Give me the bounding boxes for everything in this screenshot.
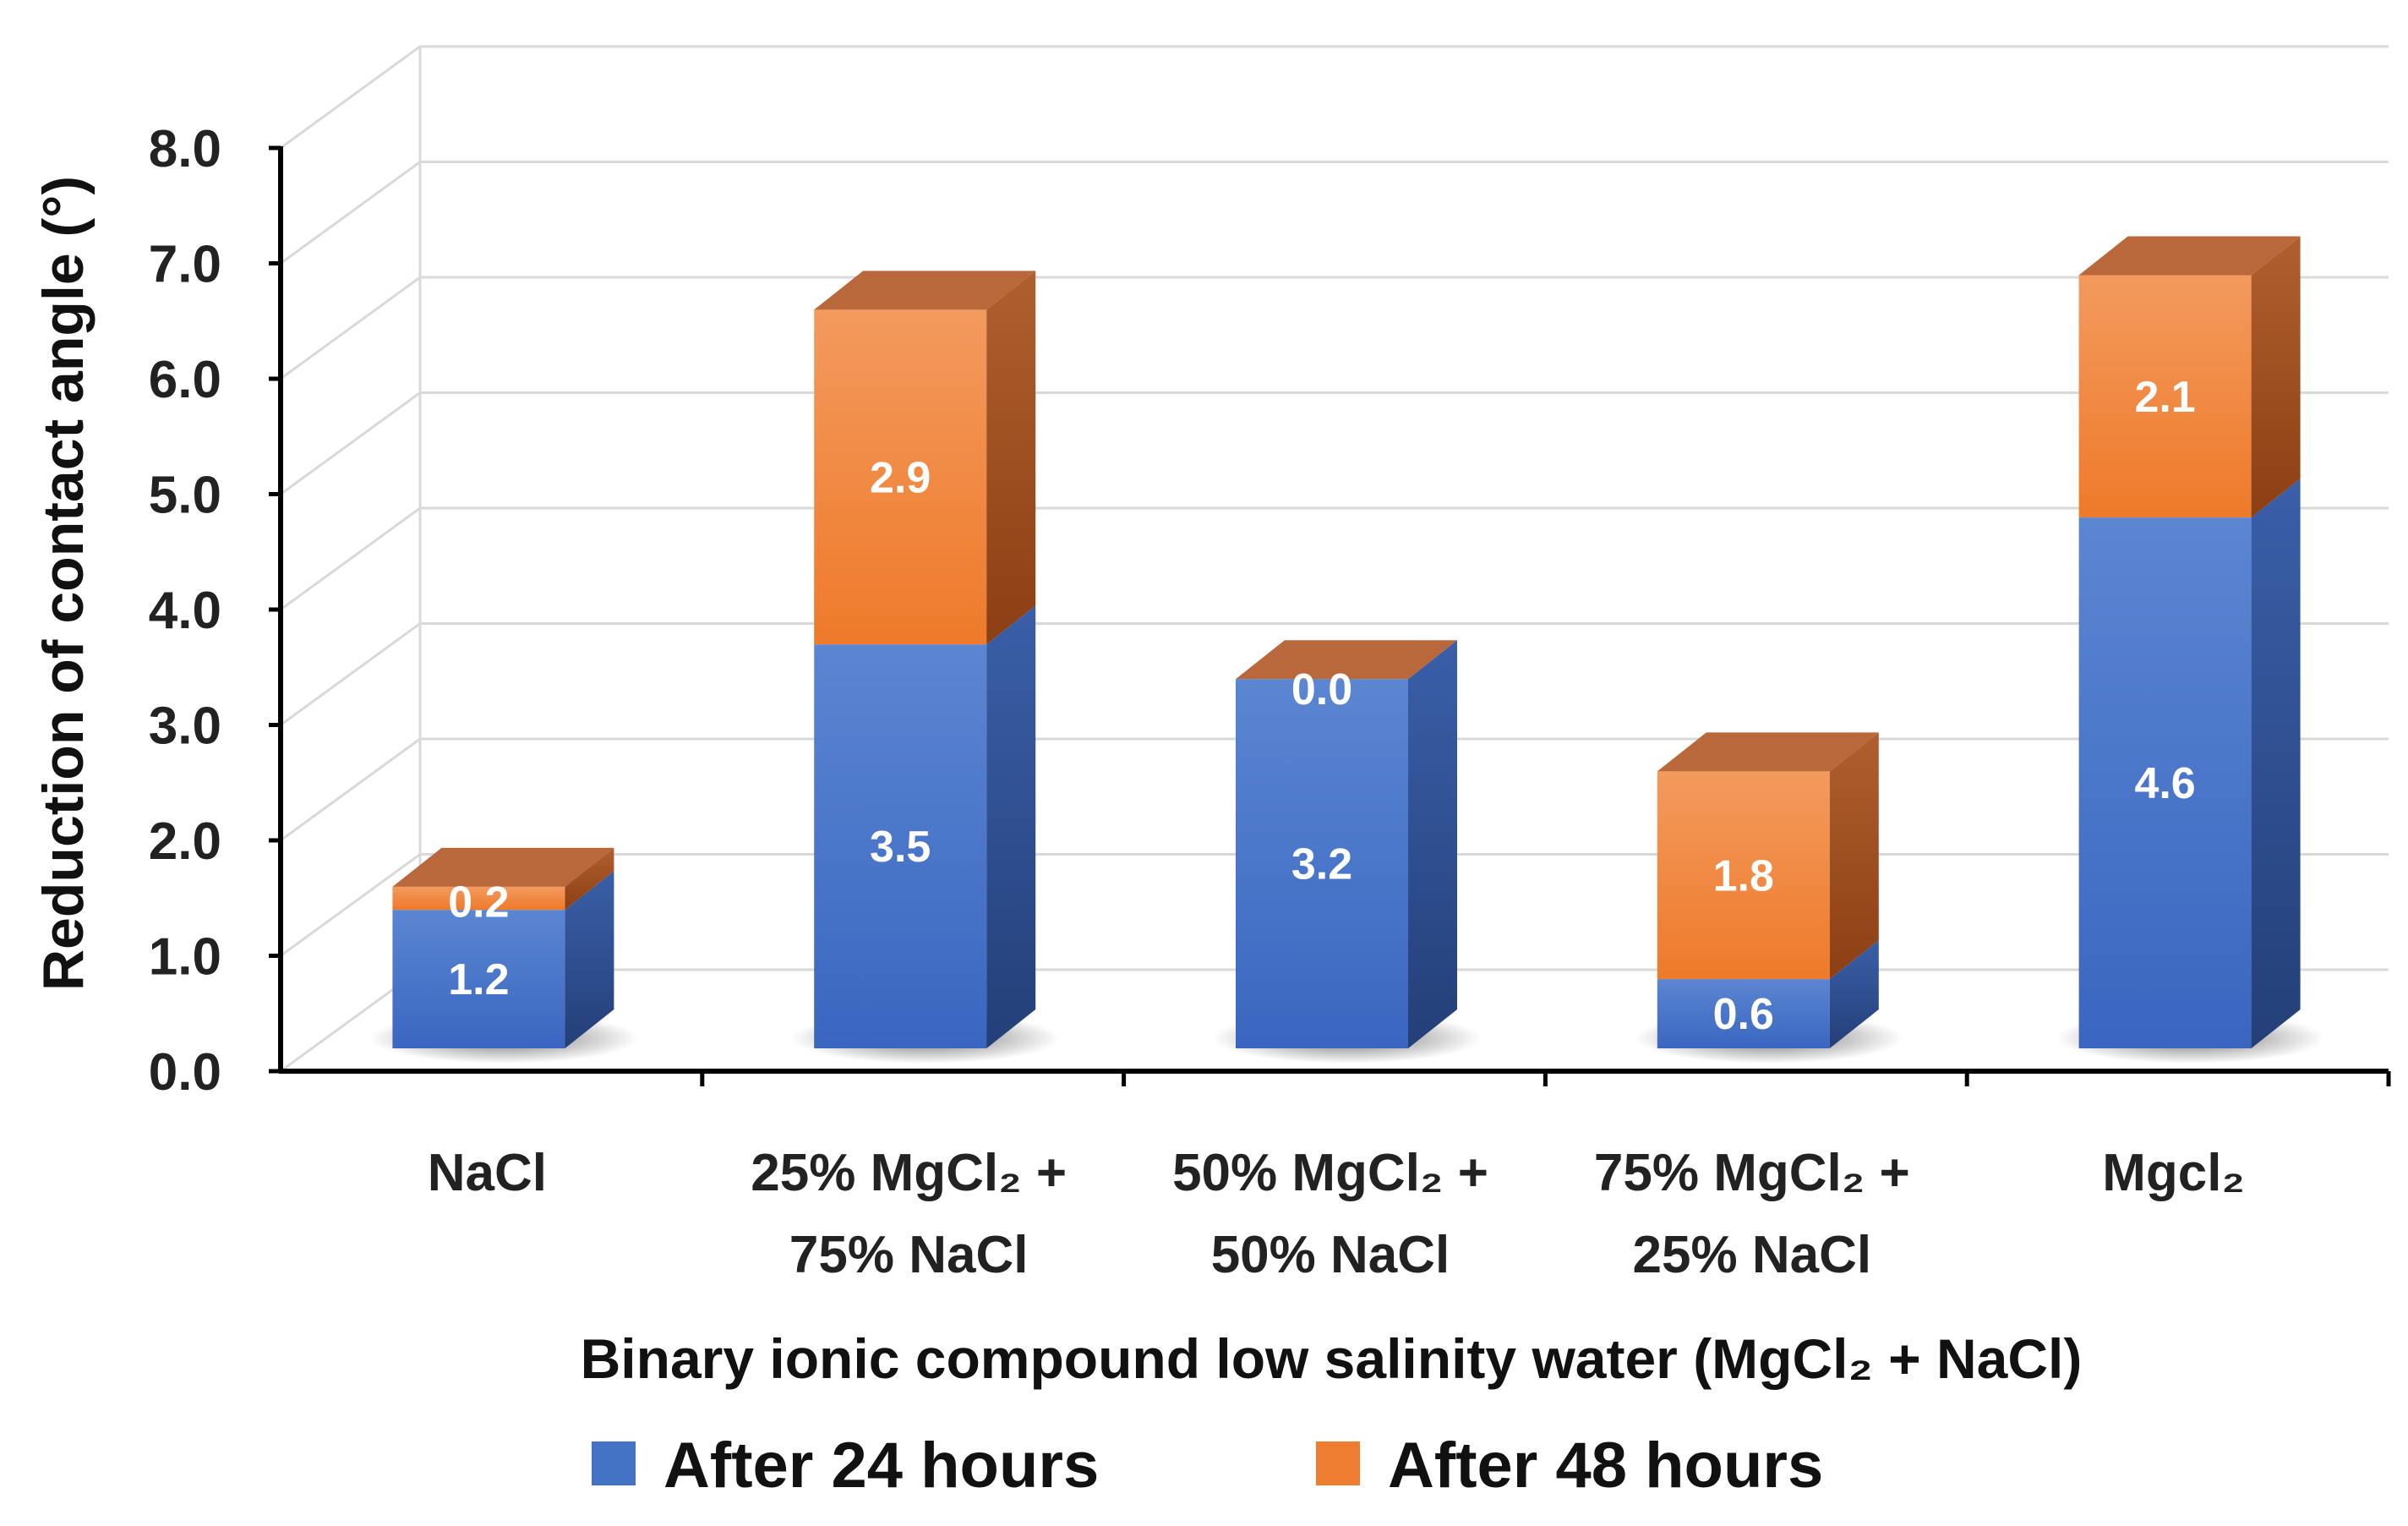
data-label-after-24-hours: 4.6: [2134, 759, 2195, 808]
bar-top-face: [1657, 732, 1879, 772]
bar-after-48-hours-side: [565, 847, 614, 911]
x-category-label: 25% MgCl₂ +: [751, 1144, 1067, 1202]
x-axis-title: Binary ionic compound low salinity water…: [581, 1327, 2083, 1390]
data-labels: 1.2 0.2 3.5 2.9 3.2 0.0 0.6 1.8 4.6 2.1: [448, 373, 2195, 1039]
bar-after-24-hours-side: [2251, 479, 2301, 1048]
bar-after-48-hours-side: [1829, 732, 1879, 980]
bar-after-24-hours-front: [814, 644, 987, 1048]
y-tick-label: 7.0: [149, 236, 221, 294]
bar-after-24-hours-side: [565, 871, 614, 1048]
gridline-diagonal: [280, 276, 421, 380]
data-label-after-24-hours: 3.2: [1291, 840, 1352, 889]
data-label-after-48-hours: 0.2: [448, 878, 509, 927]
bar-top-face: [1236, 640, 1457, 680]
x-category-label: 50% MgCl₂ +: [1172, 1144, 1488, 1202]
y-tick-label: 8.0: [149, 120, 221, 178]
bar-after-48-hours-side: [2251, 236, 2301, 518]
data-label-after-24-hours: 3.5: [870, 823, 931, 872]
data-label-after-48-hours: 0.0: [1291, 665, 1352, 714]
x-category-label: Mgcl₂: [2102, 1144, 2245, 1202]
gridline-diagonal: [280, 161, 421, 265]
bar-after-24-hours-side: [986, 605, 1036, 1048]
bar-after-48-hours-front: [814, 309, 987, 645]
y-tick-label: 3.0: [149, 697, 221, 756]
gridline-diagonal: [280, 506, 421, 611]
x-category-label-line2: 75% NaCl: [789, 1226, 1029, 1284]
data-label-after-24-hours: 1.2: [448, 955, 509, 1004]
bar-after-24-hours-side: [1829, 940, 1879, 1048]
gridline-diagonal: [280, 391, 421, 495]
y-tick-label: 5.0: [149, 467, 221, 525]
bar-after-48-hours-side: [986, 271, 1036, 645]
data-label-after-24-hours: 0.6: [1713, 990, 1774, 1039]
legend-label-after-48-hours: After 48 hours: [1388, 1430, 1823, 1501]
y-tick-label: 1.0: [149, 928, 221, 987]
legend-label-after-24-hours: After 24 hours: [663, 1430, 1099, 1501]
x-category-label-line2: 25% NaCl: [1633, 1226, 1872, 1284]
legend-swatch-after-24-hours: [592, 1441, 636, 1485]
gridline-diagonal: [280, 853, 421, 957]
bar-top-face: [814, 271, 1036, 310]
x-category-label: NaCl: [428, 1144, 547, 1202]
gridline-diagonal: [280, 45, 421, 150]
y-tick-label: 2.0: [149, 812, 221, 871]
y-tick-label: 0.0: [149, 1043, 221, 1102]
bar-after-24-hours-front: [1236, 679, 1408, 1048]
legend: After 24 hours After 48 hours: [592, 1430, 1823, 1501]
axes: [278, 146, 2391, 1086]
data-label-after-48-hours: 1.8: [1713, 851, 1774, 900]
x-axis-categories: NaCl 25% MgCl₂ + 75% NaCl 50% MgCl₂ + 50% Na…: [428, 1144, 2245, 1284]
data-label-after-48-hours: 2.9: [870, 453, 931, 502]
bar-after-24-hours-front: [2078, 517, 2252, 1048]
bars: [369, 236, 2325, 1064]
x-category-label-line2: 50% NaCl: [1211, 1226, 1450, 1284]
bar-top-face: [392, 847, 614, 887]
bar-after-48-hours-front: [1657, 771, 1830, 980]
y-axis-title: Reduction of contact angle (°): [31, 176, 96, 991]
bar-after-24-hours-front: [392, 910, 565, 1048]
legend-swatch-after-48-hours: [1316, 1441, 1360, 1485]
bar-after-24-hours-side: [1408, 640, 1457, 1048]
bar-top-face: [2078, 236, 2301, 276]
bar-after-48-hours-front: [392, 886, 565, 911]
bar-after-24-hours-front: [1657, 979, 1830, 1048]
gridline-diagonal: [280, 737, 421, 842]
gridline-diagonal: [280, 622, 421, 726]
data-label-after-48-hours: 2.1: [2134, 373, 2195, 422]
x-category-label: 75% MgCl₂ +: [1594, 1144, 1910, 1202]
y-tick-label: 6.0: [149, 351, 221, 409]
y-tick-label: 4.0: [149, 582, 221, 640]
bar-after-48-hours-front: [2078, 275, 2252, 518]
y-axis-ticks: 0.0 1.0 2.0 3.0 4.0 5.0 6.0 7.0 8.0: [149, 120, 281, 1102]
